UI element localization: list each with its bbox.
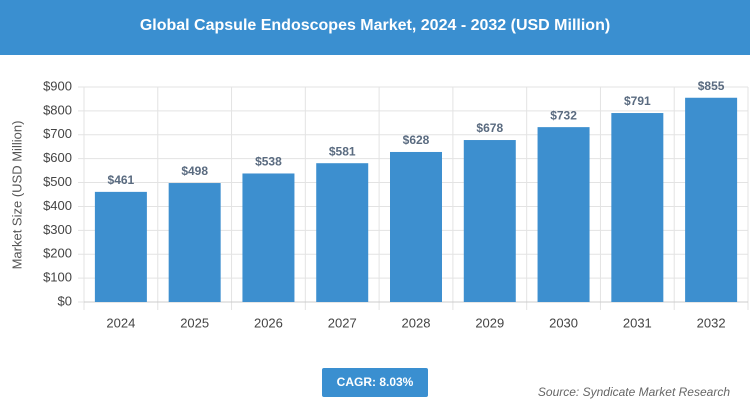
x-tick-label: 2032 bbox=[697, 315, 726, 330]
bar bbox=[316, 163, 369, 302]
value-label: $855 bbox=[698, 79, 725, 93]
bar bbox=[94, 191, 147, 302]
bar bbox=[537, 127, 590, 302]
x-tick-label: 2031 bbox=[623, 315, 652, 330]
x-tick-label: 2025 bbox=[180, 315, 209, 330]
bar bbox=[685, 97, 738, 302]
bar bbox=[611, 113, 664, 303]
bar bbox=[463, 140, 516, 302]
y-tick-label: $100 bbox=[43, 270, 72, 285]
x-tick-label: 2024 bbox=[106, 315, 135, 330]
y-tick-label: $0 bbox=[58, 293, 72, 308]
value-label: $581 bbox=[329, 144, 356, 158]
x-tick-label: 2027 bbox=[328, 315, 357, 330]
y-tick-label: $200 bbox=[43, 246, 72, 261]
y-tick-label: $900 bbox=[43, 78, 72, 93]
y-tick-label: $700 bbox=[43, 126, 72, 141]
x-tick-label: 2026 bbox=[254, 315, 283, 330]
value-label: $678 bbox=[476, 121, 503, 135]
title-banner bbox=[0, 0, 750, 55]
value-label: $461 bbox=[108, 173, 135, 187]
y-tick-label: $600 bbox=[43, 150, 72, 165]
bar bbox=[168, 183, 221, 302]
source-text: Source: Syndicate Market Research bbox=[538, 385, 730, 399]
x-tick-label: 2029 bbox=[475, 315, 504, 330]
x-tick-label: 2030 bbox=[549, 315, 578, 330]
bar bbox=[242, 173, 295, 302]
value-label: $498 bbox=[181, 164, 208, 178]
value-label: $791 bbox=[624, 94, 651, 108]
chart-title: Global Capsule Endoscopes Market, 2024 -… bbox=[140, 17, 610, 34]
x-tick-label: 2028 bbox=[402, 315, 431, 330]
value-label: $732 bbox=[550, 108, 577, 122]
cagr-text: CAGR: 8.03% bbox=[337, 375, 414, 389]
bar bbox=[390, 151, 442, 302]
y-tick-label: $800 bbox=[43, 102, 72, 117]
y-tick-label: $400 bbox=[43, 198, 72, 213]
value-label: $538 bbox=[255, 155, 282, 169]
value-label: $628 bbox=[403, 133, 430, 147]
y-tick-label: $500 bbox=[43, 174, 72, 189]
cagr-box bbox=[322, 368, 428, 397]
y-tick-label: $300 bbox=[43, 222, 72, 237]
y-axis-label: Market Size (USD Million) bbox=[9, 121, 24, 270]
